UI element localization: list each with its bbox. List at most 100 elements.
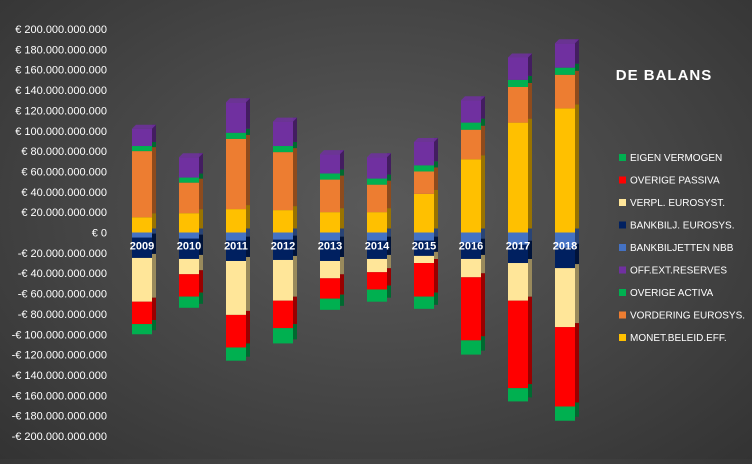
legend-swatch (619, 334, 626, 341)
bar-segment-face (273, 152, 293, 211)
bar-segment (273, 117, 297, 147)
bar-segment (179, 234, 203, 259)
bar-segment (555, 264, 579, 328)
bar-segment (367, 236, 391, 259)
bar-segment-face (273, 146, 293, 153)
bar-segment (367, 285, 391, 302)
bar-segment (273, 228, 297, 240)
bar-segment-side (340, 256, 344, 275)
bar-segment-side (434, 137, 438, 162)
bar-segment (508, 82, 532, 123)
bar-segment (461, 238, 485, 259)
bar-segment (132, 228, 156, 238)
bar-segment-face (320, 232, 340, 241)
bar-segment-face (461, 100, 481, 123)
bar-top-cap (179, 153, 203, 158)
legend-label: VORDERING EUROSYS. (630, 311, 745, 322)
bar-top-cap (508, 53, 532, 58)
bar-segment-face (320, 173, 340, 180)
y-tick-label: € 20.000.000.000 (21, 207, 107, 219)
legend-swatch (619, 154, 626, 161)
category-label: 2011 (224, 241, 248, 253)
bar-segment-face (367, 178, 387, 185)
bar-segment (414, 228, 438, 241)
bar-segment-face (367, 184, 387, 213)
y-tick-label: € 120.000.000.000 (15, 105, 107, 117)
bar-segment (508, 384, 532, 402)
bar-segment (508, 53, 532, 80)
bar-segment-side (481, 118, 485, 126)
legend-swatch (619, 176, 626, 184)
bar-segment-face (320, 278, 340, 299)
bar-segment-side (481, 254, 485, 274)
bar-segment-side (340, 169, 344, 176)
bar-segment-side (528, 82, 532, 119)
bar-segment-side (387, 180, 391, 209)
bar-segment (132, 253, 156, 302)
bar-segment (320, 150, 344, 174)
bar-segment (508, 240, 532, 264)
bar-segment (414, 137, 438, 166)
bar-segment-side (575, 63, 579, 71)
bar-segment-side (481, 273, 485, 337)
y-tick-label: -€ 60.000.000.000 (18, 289, 107, 301)
legend-label: EIGEN VERMOGEN (630, 153, 722, 164)
bar-segment-face (508, 86, 528, 123)
bar-segment (367, 254, 391, 273)
bar-segment-face (555, 327, 575, 407)
bar-segment-side (199, 178, 203, 210)
bar-segment (555, 323, 579, 407)
bar-segment-side (246, 256, 250, 311)
bar-segment-side (575, 39, 579, 64)
bar-segment-face (226, 232, 246, 241)
bar-segment-side (434, 251, 438, 260)
bar-segment-side (152, 228, 156, 234)
legend-swatch (619, 221, 626, 229)
bar-segment-side (528, 384, 532, 398)
bar-segment-side (152, 253, 156, 298)
bar-segment-face (508, 232, 528, 245)
category-label: 2015 (412, 241, 436, 253)
legend: EIGEN VERMOGEN OVERIGE PASSIVA VERPL. EURO… (619, 153, 745, 344)
y-tick-label: -€ 40.000.000.000 (18, 268, 107, 280)
bar-segment (461, 118, 485, 130)
legend-item: VORDERING EUROSYS. (619, 311, 745, 322)
bar-segment-side (528, 240, 532, 260)
legend-swatch (619, 244, 626, 251)
bar-segment-side (575, 104, 579, 229)
bar-segment-face (508, 388, 528, 402)
bar-segment-face (226, 138, 246, 210)
bar-segment-face (461, 129, 481, 160)
bar-segment-face (461, 242, 481, 259)
bar-segment-face (226, 347, 246, 361)
category-label: 2016 (459, 241, 483, 253)
bar-segment-face (226, 132, 246, 139)
bar-segment-face (508, 57, 528, 80)
bar-segment-side (434, 236, 438, 252)
bar-segment (226, 343, 250, 361)
y-tick-label: € 80.000.000.000 (21, 146, 107, 158)
bar-segment-side (152, 142, 156, 148)
bar-segment-side (199, 234, 203, 255)
bar-segment (555, 228, 579, 248)
bar-segment-side (199, 228, 203, 235)
legend-label: BANKBILJETTEN NBB (630, 243, 734, 254)
bar-segment-side (481, 228, 485, 239)
legend-label: MONET.BELEID.EFF. (630, 333, 727, 344)
bar-segment-face (461, 277, 481, 341)
bar-segment (555, 63, 579, 75)
bar-segment (226, 98, 250, 133)
bar-segment (414, 251, 438, 264)
bar-segment-side (340, 228, 344, 237)
bar-segment-side (387, 236, 391, 255)
bar-segment (273, 324, 297, 344)
bar-segment (132, 147, 156, 218)
bar-segment-side (293, 148, 297, 207)
bar-segment-side (575, 323, 579, 403)
bar-segment-side (246, 205, 250, 229)
bar-segment-face (555, 247, 575, 269)
bar-segment-face (555, 67, 575, 75)
bar-segment (320, 208, 344, 233)
bar-segment-side (340, 236, 344, 257)
